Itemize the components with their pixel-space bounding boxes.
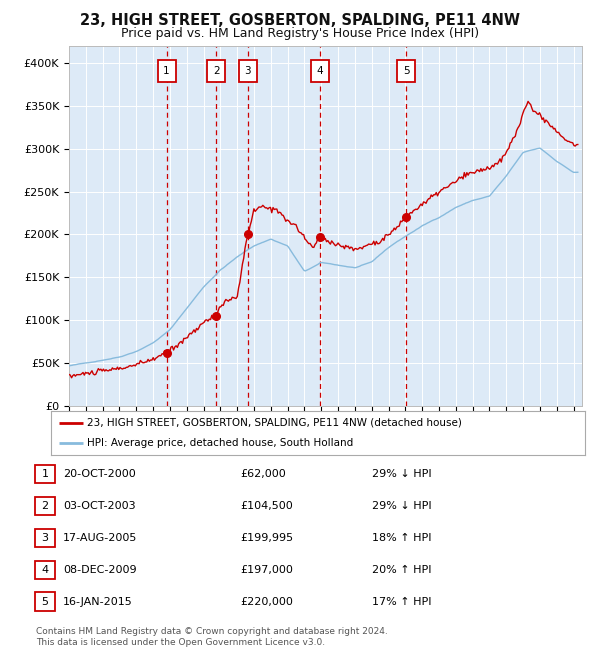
- Text: 18% ↑ HPI: 18% ↑ HPI: [372, 533, 431, 543]
- Text: 2: 2: [41, 501, 49, 511]
- Text: 3: 3: [41, 533, 49, 543]
- Text: Price paid vs. HM Land Registry's House Price Index (HPI): Price paid vs. HM Land Registry's House …: [121, 27, 479, 40]
- Text: 17% ↑ HPI: 17% ↑ HPI: [372, 597, 431, 606]
- Text: 5: 5: [41, 597, 49, 606]
- Text: 03-OCT-2003: 03-OCT-2003: [63, 501, 136, 511]
- Text: 4: 4: [317, 66, 323, 76]
- Text: 5: 5: [403, 66, 409, 76]
- Text: 4: 4: [41, 565, 49, 575]
- Text: £199,995: £199,995: [240, 533, 293, 543]
- Text: 20-OCT-2000: 20-OCT-2000: [63, 469, 136, 479]
- Text: 29% ↓ HPI: 29% ↓ HPI: [372, 469, 431, 479]
- Text: HPI: Average price, detached house, South Holland: HPI: Average price, detached house, Sout…: [88, 438, 353, 448]
- Text: Contains HM Land Registry data © Crown copyright and database right 2024.
This d: Contains HM Land Registry data © Crown c…: [36, 627, 388, 647]
- Text: 20% ↑ HPI: 20% ↑ HPI: [372, 565, 431, 575]
- Text: 16-JAN-2015: 16-JAN-2015: [63, 597, 133, 606]
- Text: £197,000: £197,000: [240, 565, 293, 575]
- Text: 1: 1: [163, 66, 170, 76]
- Text: 17-AUG-2005: 17-AUG-2005: [63, 533, 137, 543]
- Text: 23, HIGH STREET, GOSBERTON, SPALDING, PE11 4NW (detached house): 23, HIGH STREET, GOSBERTON, SPALDING, PE…: [88, 418, 462, 428]
- Text: £104,500: £104,500: [240, 501, 293, 511]
- Text: 29% ↓ HPI: 29% ↓ HPI: [372, 501, 431, 511]
- Text: £62,000: £62,000: [240, 469, 286, 479]
- Text: 2: 2: [213, 66, 220, 76]
- Text: £220,000: £220,000: [240, 597, 293, 606]
- Text: 3: 3: [244, 66, 251, 76]
- Text: 08-DEC-2009: 08-DEC-2009: [63, 565, 137, 575]
- Text: 23, HIGH STREET, GOSBERTON, SPALDING, PE11 4NW: 23, HIGH STREET, GOSBERTON, SPALDING, PE…: [80, 13, 520, 28]
- Text: 1: 1: [41, 469, 49, 479]
